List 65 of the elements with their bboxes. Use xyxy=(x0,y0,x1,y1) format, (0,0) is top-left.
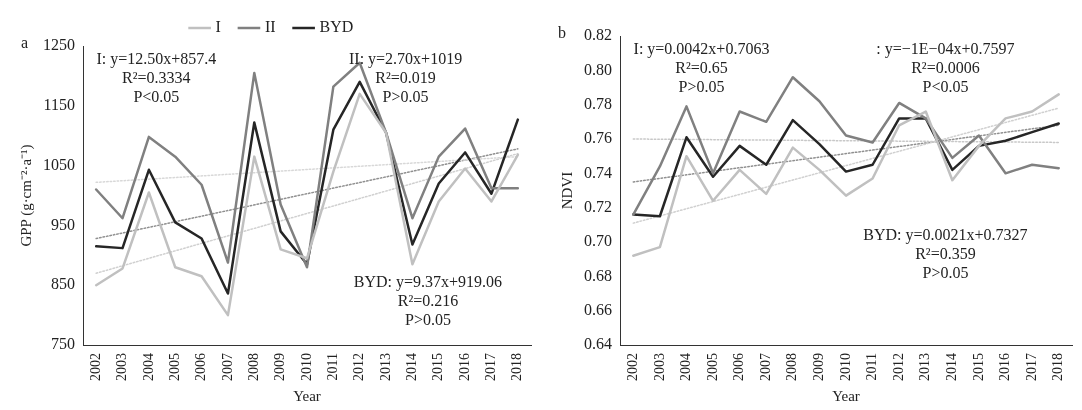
x-tick-label: 2015 xyxy=(430,353,446,381)
y-tick-label: 1250 xyxy=(43,36,75,54)
x-axis-title: Year xyxy=(832,387,860,404)
x-tick-label: 2005 xyxy=(704,353,720,381)
x-tick-label: 2011 xyxy=(325,353,341,381)
y-tick-label: 0.68 xyxy=(584,266,612,284)
x-tick-label: 2016 xyxy=(997,353,1013,381)
y-tick-label: 0.76 xyxy=(584,129,612,147)
annotation: I: y=12.50x+857.4 R²=0.3334 P<0.05 xyxy=(96,50,217,106)
x-tick-label: 2018 xyxy=(509,353,525,381)
y-tick-label: 0.80 xyxy=(584,60,612,78)
y-tick-label: 1150 xyxy=(43,96,75,113)
x-tick-label: 2013 xyxy=(917,353,933,381)
x-tick-label: 2010 xyxy=(837,353,853,381)
y-tick-label: 0.66 xyxy=(584,300,612,318)
annotation: : y=−1E−04x+0.7597 R²=0.0006 P<0.05 xyxy=(876,40,1015,96)
x-tick-label: 2008 xyxy=(784,353,800,381)
chart-title: a xyxy=(21,34,29,52)
x-tick-label: 2011 xyxy=(864,353,880,381)
x-tick-label: 2004 xyxy=(140,353,156,381)
legend-label: I xyxy=(215,18,221,36)
x-tick-label: 2009 xyxy=(272,353,288,381)
x-tick-label: 2004 xyxy=(678,353,694,381)
legend-label: II xyxy=(264,18,276,36)
y-tick-label: 0.74 xyxy=(584,163,612,181)
x-tick-label: 2006 xyxy=(731,353,747,381)
legend-label: BYD xyxy=(319,18,354,36)
x-axis-title: Year xyxy=(293,387,321,404)
x-tick-label: 2006 xyxy=(193,353,209,381)
x-tick-label: 2012 xyxy=(351,353,367,381)
y-tick-label: 0.72 xyxy=(584,197,612,215)
y-tick-label: 1050 xyxy=(43,155,75,173)
x-tick-label: 2007 xyxy=(757,353,773,381)
x-tick-label: 2014 xyxy=(404,353,420,381)
x-tick-label: 2009 xyxy=(811,353,827,381)
x-tick-label: 2012 xyxy=(890,353,906,381)
x-tick-label: 2014 xyxy=(944,353,960,381)
y-tick-label: 950 xyxy=(51,215,75,233)
x-tick-label: 2003 xyxy=(114,353,130,381)
x-tick-label: 2017 xyxy=(1023,353,1039,381)
x-tick-label: 2013 xyxy=(377,353,393,381)
annotation: BYD: y=9.37x+919.06 R²=0.216 P>0.05 xyxy=(353,272,503,328)
x-tick-label: 2008 xyxy=(245,353,261,381)
x-tick-label: 2005 xyxy=(166,353,182,381)
annotation: BYD: y=0.0021x+0.7327 R²=0.359 P>0.05 xyxy=(863,225,1028,281)
x-tick-label: 2016 xyxy=(456,353,472,381)
y-tick-label: 0.82 xyxy=(584,26,612,44)
x-tick-label: 2017 xyxy=(483,353,499,381)
x-tick-label: 2018 xyxy=(1050,353,1066,381)
y-axis-title: NDVI xyxy=(558,171,575,210)
annotation: II: y=2.70x+1019 R²=0.019 P>0.05 xyxy=(348,50,463,106)
x-tick-label: 2010 xyxy=(298,353,314,381)
y-tick-label: 750 xyxy=(51,335,75,353)
x-tick-label: 2002 xyxy=(624,353,640,381)
y-axis-title: GPP (g·cm⁻²·a⁻¹) xyxy=(17,144,35,247)
x-tick-label: 2007 xyxy=(219,353,235,381)
y-tick-label: 0.78 xyxy=(584,94,612,112)
x-tick-label: 2015 xyxy=(970,353,986,381)
x-tick-label: 2003 xyxy=(651,353,667,381)
annotation: I: y=0.0042x+0.7063 R²=0.65 P>0.05 xyxy=(633,40,770,96)
y-tick-label: 0.70 xyxy=(584,232,612,250)
y-tick-label: 850 xyxy=(51,275,75,293)
x-tick-label: 2002 xyxy=(87,353,103,381)
y-tick-label: 0.64 xyxy=(584,335,612,353)
chart-title: b xyxy=(558,24,566,42)
